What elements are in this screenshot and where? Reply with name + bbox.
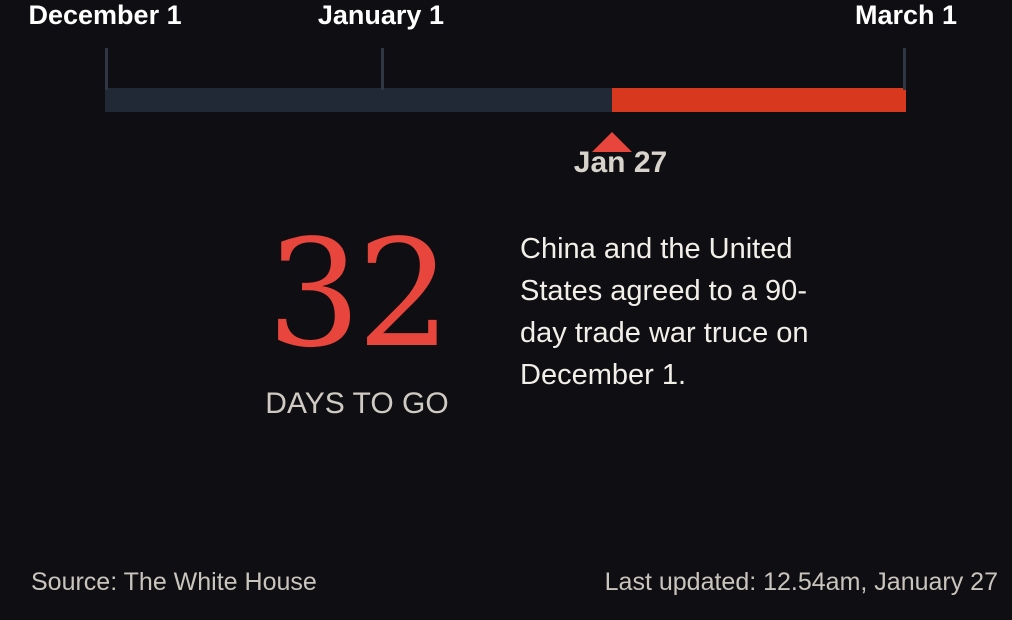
today-marker-icon: [592, 132, 633, 152]
days-remaining-number: 32: [266, 208, 451, 380]
truce-description: China and the United States agreed to a …: [520, 233, 809, 391]
tick-line: [380, 48, 384, 90]
remaining-segment: [612, 88, 906, 112]
elapsed-segment: [105, 88, 613, 112]
tick-label: January 1: [317, 0, 444, 30]
last-updated-note: Last updated: 12.54am, January 27: [604, 568, 998, 596]
tick-line: [105, 48, 108, 90]
tick-label: December 1: [28, 0, 182, 30]
days-remaining-label: DAYS TO GO: [265, 387, 449, 420]
today-marker-label: Jan 27: [573, 146, 668, 179]
tick-label: March 1: [855, 0, 958, 30]
source-note: Source: The White House: [31, 568, 317, 596]
tick-line: [903, 48, 906, 90]
